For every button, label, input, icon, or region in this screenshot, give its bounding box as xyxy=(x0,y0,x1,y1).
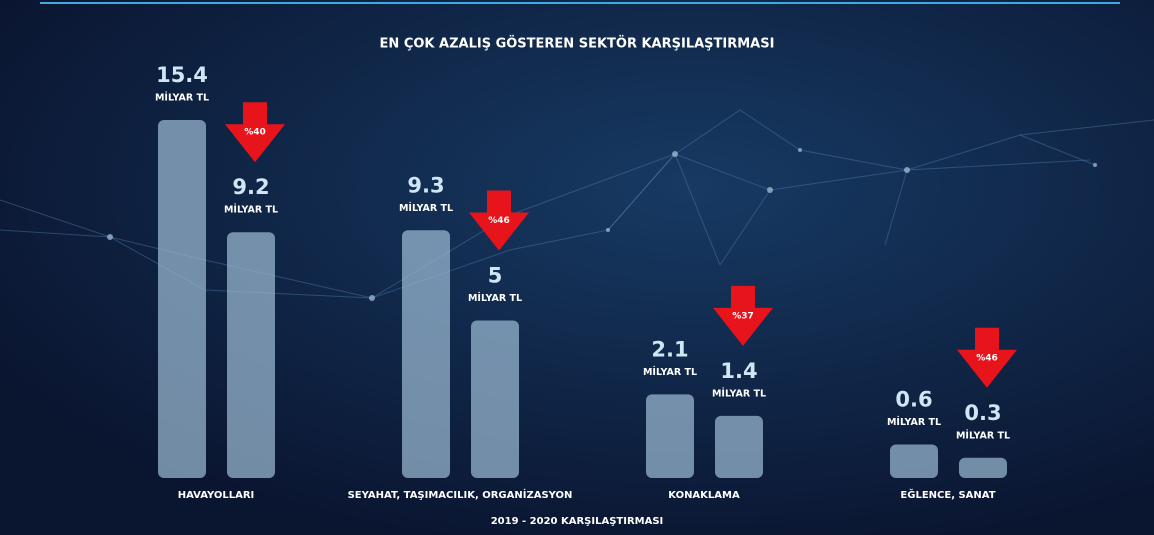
unit-label: MİLYAR TL xyxy=(224,205,278,216)
decrease-arrow xyxy=(225,102,285,163)
chart-subtitle: 2019 - 2020 KARŞILAŞTIRMASI xyxy=(491,516,664,527)
x-tick-label: SEYAHAT, TAŞIMACILIK, ORGANİZASYON xyxy=(348,487,573,501)
decrease-arrow xyxy=(713,285,773,346)
value-label: 9.3 xyxy=(407,173,444,197)
unit-label: MİLYAR TL xyxy=(399,203,453,214)
value-label: 2.1 xyxy=(651,337,688,361)
bar xyxy=(959,457,1007,478)
value-label: 5 xyxy=(488,264,503,288)
x-tick-label: HAVAYOLLARI xyxy=(178,490,255,501)
value-label: 0.3 xyxy=(964,401,1001,425)
value-label: 9.2 xyxy=(232,175,269,199)
value-label: 0.6 xyxy=(895,388,932,412)
bar xyxy=(646,394,694,478)
chart-title: EN ÇOK AZALIŞ GÖSTEREN SEKTÖR KARŞILAŞTI… xyxy=(380,36,775,52)
value-label: 15.4 xyxy=(156,63,208,87)
decrease-label: %37 xyxy=(732,311,754,321)
bar xyxy=(890,444,938,478)
bar xyxy=(402,230,450,478)
unit-label: MİLYAR TL xyxy=(712,388,766,399)
value-label: 1.4 xyxy=(720,359,757,383)
decrease-arrow xyxy=(469,190,529,251)
decrease-label: %46 xyxy=(976,353,998,363)
decrease-arrow xyxy=(957,327,1017,388)
unit-label: MİLYAR TL xyxy=(887,417,941,428)
bar xyxy=(158,120,206,478)
unit-label: MİLYAR TL xyxy=(643,367,697,378)
bar xyxy=(227,232,275,478)
decrease-label: %40 xyxy=(244,128,266,138)
unit-label: MİLYAR TL xyxy=(155,93,209,104)
bar xyxy=(715,415,763,478)
decrease-label: %46 xyxy=(488,216,510,226)
unit-label: MİLYAR TL xyxy=(956,430,1010,441)
unit-label: MİLYAR TL xyxy=(468,293,522,304)
x-tick-label: EĞLENCE, SANAT xyxy=(900,488,995,501)
x-tick-label: KONAKLAMA xyxy=(668,490,740,501)
bar xyxy=(471,320,519,478)
